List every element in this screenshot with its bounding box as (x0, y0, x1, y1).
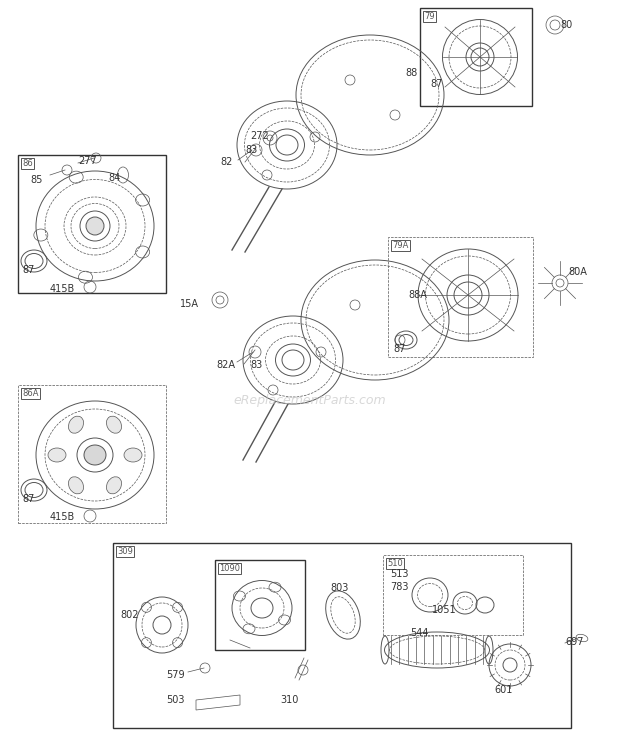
Ellipse shape (124, 448, 142, 462)
Bar (18, 385, 166, 523)
Bar (420, 8, 532, 106)
Text: 88A: 88A (408, 290, 427, 300)
Text: 697: 697 (565, 637, 583, 647)
Text: 86: 86 (22, 159, 33, 168)
Text: 82: 82 (220, 157, 232, 167)
Text: 1090: 1090 (219, 564, 240, 573)
Bar (113, 543, 571, 728)
Text: 544: 544 (410, 628, 428, 638)
Text: 87: 87 (22, 265, 34, 275)
Bar (18, 155, 166, 293)
Text: 601: 601 (494, 685, 512, 695)
Text: 87: 87 (22, 494, 34, 504)
Bar (215, 560, 305, 650)
Text: 83: 83 (250, 360, 262, 370)
Text: 803: 803 (330, 583, 348, 593)
Text: 272: 272 (250, 131, 268, 141)
Ellipse shape (86, 217, 104, 235)
Text: 83: 83 (245, 145, 257, 155)
Text: 79: 79 (424, 12, 435, 21)
Ellipse shape (107, 477, 122, 494)
Ellipse shape (68, 477, 84, 494)
Text: 86A: 86A (22, 389, 38, 398)
Text: 85: 85 (30, 175, 42, 185)
Ellipse shape (48, 448, 66, 462)
Text: 79A: 79A (392, 241, 409, 250)
Text: 310: 310 (280, 695, 298, 705)
Text: 513: 513 (390, 569, 409, 579)
Bar (383, 555, 523, 635)
Text: 503: 503 (166, 695, 185, 705)
Ellipse shape (84, 445, 106, 465)
Text: 309: 309 (117, 547, 133, 556)
Text: 277: 277 (78, 156, 97, 166)
Text: 783: 783 (390, 582, 409, 592)
Text: 87: 87 (393, 344, 405, 354)
Ellipse shape (107, 416, 122, 433)
Text: 87: 87 (430, 79, 443, 89)
Ellipse shape (68, 416, 84, 433)
Text: 88: 88 (405, 68, 417, 78)
Text: 579: 579 (166, 670, 185, 680)
Text: 80A: 80A (568, 267, 587, 277)
Bar (388, 237, 533, 357)
Text: 15A: 15A (180, 299, 199, 309)
Text: 510: 510 (387, 559, 403, 568)
Text: 415B: 415B (50, 284, 75, 294)
Text: 415B: 415B (50, 512, 75, 522)
Text: eReplacementParts.com: eReplacementParts.com (234, 394, 386, 406)
Text: 802: 802 (120, 610, 138, 620)
Text: 80: 80 (560, 20, 572, 30)
Text: 84: 84 (108, 173, 120, 183)
Text: 82A: 82A (216, 360, 235, 370)
Text: 1051: 1051 (432, 605, 456, 615)
